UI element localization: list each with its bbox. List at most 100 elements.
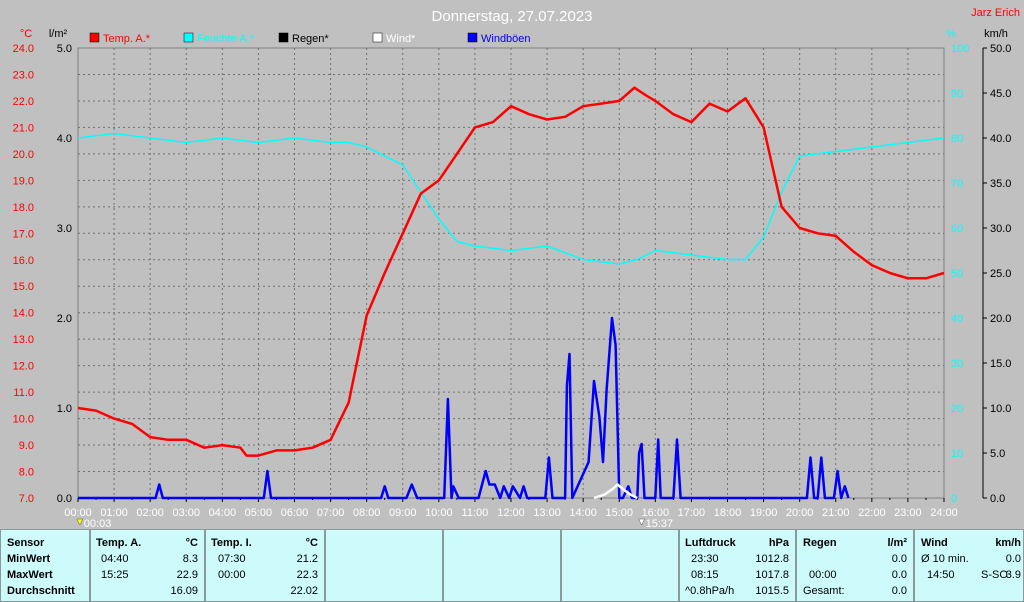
temp-tick-label: 20.0 [13, 149, 34, 161]
pressure-unit: hPa [768, 537, 789, 549]
rain-tick-label: 1.0 [57, 403, 72, 415]
temp-i-avg: 22.02 [290, 585, 318, 597]
rain-tick-label: 3.0 [57, 223, 72, 235]
temp-tick-label: 23.0 [13, 69, 34, 81]
rain-tick-label: 2.0 [57, 313, 72, 325]
stats-panel-temp-i: Temp. I. °C 07:30 21.2 00:00 22.3 22.02 [205, 529, 325, 602]
x-tick-label: 03:00 [172, 507, 200, 519]
temp-tick-label: 24.0 [13, 43, 34, 55]
humidity-tick-label: 60 [951, 223, 963, 235]
corner-label: Jarz Erich [971, 7, 1020, 19]
rain-tick-label: 4.0 [57, 133, 72, 145]
axes: 00:00 01:00 02:00 03:00 04:00 05:00 06:00 07:00… [13, 43, 1012, 519]
legend: Temp. A.* Feuchte A.* Regen* Wind* Windböen [89, 32, 531, 45]
x-tick-label: 09:00 [389, 507, 417, 519]
x-tick-label: 11:00 [462, 507, 489, 519]
wind-tick-label: 35.0 [990, 178, 1011, 190]
x-tick-label: 18:00 [714, 507, 742, 519]
x-tick-label: 10:00 [425, 507, 453, 519]
rain-tick-label: 0.0 [57, 493, 72, 505]
pressure-max-val: 1017.8 [755, 569, 789, 581]
wind-tick-label: 40.0 [990, 133, 1011, 145]
wind-tick-label: 15.0 [990, 358, 1011, 370]
pressure-header: Luftdruck [685, 537, 736, 549]
temp-tick-label: 12.0 [13, 361, 34, 373]
rain-tick-label: 5.0 [57, 43, 72, 55]
temp-tick-label: 22.0 [13, 96, 34, 108]
temp-a-avg: 16.09 [170, 585, 198, 597]
x-tick-label: 08:00 [353, 507, 381, 519]
x-tick-label: 02:00 [136, 507, 164, 519]
wind-max-val: 3.9 [1005, 569, 1021, 581]
temp-i-min-time: 07:30 [218, 553, 246, 565]
legend-label: Feuchte A.* [197, 33, 255, 45]
label-min: MinWert [7, 553, 51, 565]
temp-a-unit: °C [185, 537, 198, 549]
legend-swatch [183, 32, 194, 43]
pressure-min-val: 1012.8 [755, 553, 789, 565]
humidity-tick-label: 0 [951, 493, 957, 505]
stats-panel-empty-2 [443, 529, 561, 602]
chart-title: Donnerstag, 27.07.2023 [432, 8, 593, 25]
grid [78, 48, 944, 498]
temp-tick-label: 11.0 [13, 387, 34, 399]
rain-unit-label: l/m² [49, 28, 68, 40]
x-tick-label: 16:00 [642, 507, 670, 519]
x-tick-label: 00:00 [64, 507, 92, 519]
x-tick-label: 19:00 [750, 507, 778, 519]
label-sensor: Sensor [7, 537, 45, 549]
humidity-tick-label: 20 [951, 403, 963, 415]
wind-unit: km/h [995, 537, 1021, 549]
temp-tick-label: 21.0 [13, 122, 34, 134]
rain-val-2: 0.0 [891, 569, 907, 581]
legend-swatch [89, 32, 100, 43]
pressure-current: 1015.5 [755, 585, 789, 597]
weather-chart: Donnerstag, 27.07.2023 Jarz Erich °C l/m… [13, 7, 1020, 530]
x-tick-label: 14:00 [569, 507, 597, 519]
x-tick-label: 15:00 [605, 507, 633, 519]
wind-tick-label: 10.0 [990, 403, 1011, 415]
humidity-tick-label: 10 [951, 448, 963, 460]
humidity-tick-label: 80 [951, 133, 963, 145]
stats-panel-pressure: Luftdruck hPa 23:30 1012.8 08:15 1017.8 … [679, 529, 796, 602]
humidity-unit-label: % [946, 28, 956, 40]
temp-tick-label: 17.0 [13, 228, 34, 240]
legend-swatch [467, 32, 478, 43]
label-max: MaxWert [7, 569, 53, 581]
temp-i-min-val: 21.2 [296, 553, 318, 565]
legend-label: Temp. A.* [103, 33, 151, 45]
stats-panel-sensor: Sensor MinWert MaxWert Durchschnitt [0, 529, 90, 602]
temp-i-max-val: 22.3 [296, 569, 318, 581]
x-tick-label: 22:00 [858, 507, 886, 519]
wind-tick-label: 5.0 [990, 448, 1005, 460]
x-tick-label: 07:00 [317, 507, 345, 519]
temp-tick-label: 13.0 [13, 334, 34, 346]
temp-tick-label: 10.0 [13, 414, 34, 426]
wind-tick-label: 0.0 [990, 493, 1005, 505]
series-line-windb-en [78, 316, 850, 500]
x-tick-label: 17:00 [678, 507, 706, 519]
pressure-max-time: 08:15 [691, 569, 719, 581]
x-tick-label: 23:00 [894, 507, 922, 519]
time-marker-label: 15:37 [646, 518, 674, 530]
temp-i-max-time: 00:00 [218, 569, 246, 581]
stats-panel-rain: Regen l/m² 0.0 00:00 0.0 Gesamt: 0.0 [796, 529, 914, 602]
humidity-tick-label: 70 [951, 178, 963, 190]
legend-swatch [372, 32, 383, 43]
x-tick-label: 04:00 [209, 507, 237, 519]
humidity-tick-label: 50 [951, 268, 963, 280]
x-tick-label: 06:00 [281, 507, 309, 519]
x-tick-label: 24:00 [930, 507, 958, 519]
temp-tick-label: 18.0 [13, 202, 34, 214]
temp-unit-label: °C [20, 28, 32, 40]
wind-tick-label: 50.0 [990, 43, 1011, 55]
temp-a-min-time: 04:40 [101, 553, 129, 565]
temp-tick-label: 16.0 [13, 255, 34, 267]
humidity-tick-label: 100 [951, 43, 969, 55]
humidity-tick-label: 30 [951, 358, 963, 370]
wind-avg-val: 0.0 [1005, 553, 1021, 565]
wind-tick-label: 45.0 [990, 88, 1011, 100]
stats-panel-empty-1 [325, 529, 443, 602]
temp-a-max-val: 22.9 [176, 569, 198, 581]
rain-unit: l/m² [887, 537, 907, 549]
